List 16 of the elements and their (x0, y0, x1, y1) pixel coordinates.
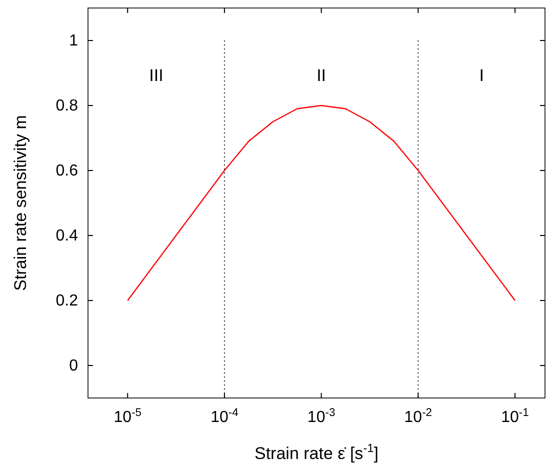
x-tick-label: 10$^{-4}$ (210, 407, 238, 426)
x-tick-label: 10$^{-3}$ (307, 407, 336, 426)
y-tick-label: 0.8 (56, 98, 78, 114)
y-tick-label: 0.2 (56, 292, 78, 310)
y-tick-label: 0 (69, 358, 78, 374)
annotation: III (149, 66, 164, 85)
x-tick-label: 10$^{-1}$ (501, 407, 529, 426)
y-axis-title: Strain rate sensitivity m (11, 115, 30, 291)
annotation: I (479, 66, 484, 85)
x-tick-label: 10$^{-5}$ (114, 407, 142, 426)
y-tick-label: 1 (69, 32, 78, 50)
y-tick-label: 0.6 (56, 162, 78, 180)
x-tick-label: 10$^{-2}$ (404, 407, 432, 426)
x-axis-title: Strain rate ε̇ [s$^{-1}$] (254, 441, 378, 463)
annotation: II (316, 66, 326, 85)
y-tick-label: 0.4 (56, 228, 78, 244)
